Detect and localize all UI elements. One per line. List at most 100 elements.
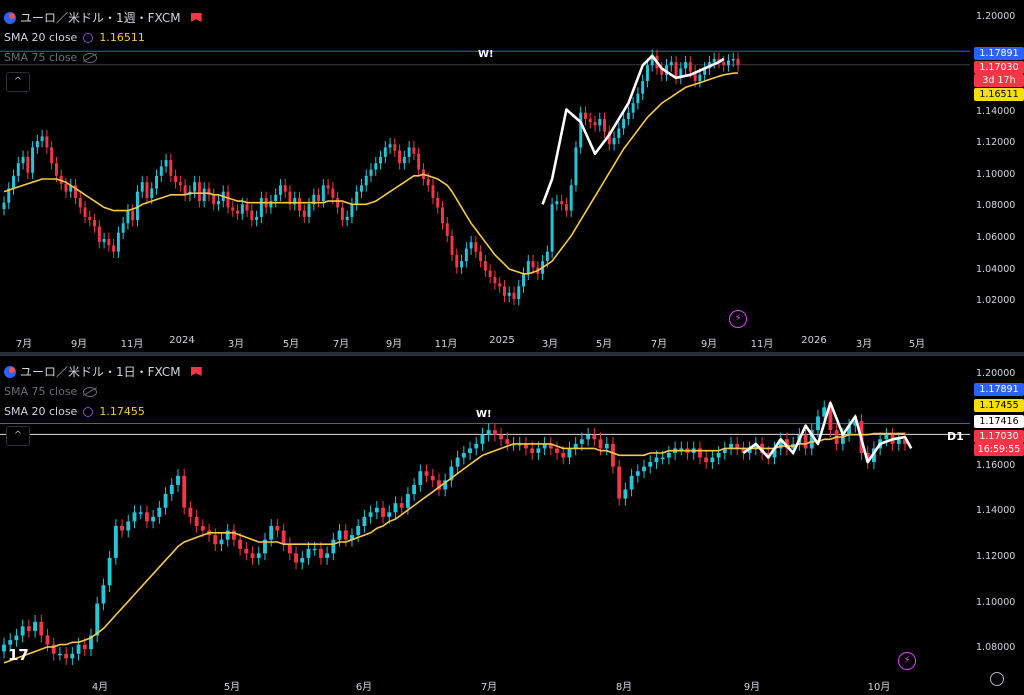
flag-marker-icon[interactable] xyxy=(190,13,202,22)
candle xyxy=(169,478,174,501)
candle xyxy=(278,179,282,202)
collapse-legend-button[interactable]: ^ xyxy=(6,72,30,92)
candle xyxy=(712,52,716,69)
candle xyxy=(592,427,597,447)
candle xyxy=(145,175,149,205)
candle xyxy=(635,464,640,483)
candle xyxy=(219,532,224,552)
candle xyxy=(155,169,158,195)
weekly-chart-canvas[interactable] xyxy=(0,0,1024,352)
candle xyxy=(54,156,58,183)
hidden-eye-icon[interactable] xyxy=(83,386,98,397)
candle xyxy=(555,194,559,211)
pattern-drawing[interactable] xyxy=(541,54,725,205)
candle xyxy=(399,496,404,515)
candle xyxy=(488,264,492,284)
symbol-source-icon xyxy=(83,32,94,43)
candle xyxy=(698,441,702,465)
time-axis-label: 10月 xyxy=(867,682,891,693)
time-axis-label: 11月 xyxy=(120,339,144,350)
candle xyxy=(89,628,93,657)
candle xyxy=(431,179,435,205)
candle xyxy=(51,637,56,661)
weekly-sma20-legend[interactable]: SMA 20 close 1.16511 xyxy=(4,31,145,44)
candle xyxy=(78,191,82,214)
candle xyxy=(393,137,397,157)
candle xyxy=(388,137,392,154)
tradingview-logo-icon[interactable]: 17 xyxy=(8,646,29,664)
collapse-legend-button[interactable]: ^ xyxy=(6,426,30,446)
candle xyxy=(604,437,609,456)
daily-symbol-title[interactable]: ユーロ／米ドル・1日・FXCM xyxy=(20,365,181,379)
time-axis-label: 5月 xyxy=(282,339,300,350)
candle xyxy=(474,235,478,258)
lightning-icon[interactable]: ⚡ xyxy=(898,652,916,670)
time-axis-label: 9月 xyxy=(743,682,761,693)
sma20-value: 1.17455 xyxy=(99,405,145,418)
candle xyxy=(564,197,568,217)
candle xyxy=(486,423,491,442)
pattern-drawing[interactable] xyxy=(742,401,913,464)
candle xyxy=(157,500,162,524)
weekly-marker: W! xyxy=(478,49,494,60)
candle xyxy=(569,179,573,217)
candle xyxy=(588,112,592,129)
candle xyxy=(417,147,421,176)
candle xyxy=(548,437,553,456)
candle xyxy=(245,197,249,217)
candle xyxy=(256,546,261,565)
time-axis-label: 2026 xyxy=(801,335,827,346)
daily-chart-pane[interactable]: ユーロ／米ドル・1日・FXCM SMA 75 close SMA 20 clos… xyxy=(0,356,1024,695)
candle xyxy=(710,450,715,469)
price-axis-label: 1.10000 xyxy=(976,168,1016,180)
candle xyxy=(679,441,684,456)
candle xyxy=(436,191,440,214)
candle xyxy=(345,210,349,227)
candle xyxy=(97,220,101,249)
weekly-symbol-title[interactable]: ユーロ／米ドル・1週・FXCM xyxy=(20,11,181,25)
price-axis-label: 1.14000 xyxy=(976,105,1016,117)
candle xyxy=(362,510,367,533)
flag-marker-icon[interactable] xyxy=(190,367,202,376)
candle xyxy=(816,409,820,438)
time-axis-label: 5月 xyxy=(223,682,241,693)
price-axis-label: 1.20000 xyxy=(976,368,1016,380)
weekly-sma75-legend[interactable]: SMA 75 close xyxy=(4,51,98,64)
daily-sma75-legend[interactable]: SMA 75 close xyxy=(4,385,98,398)
sma75-label: SMA 75 close xyxy=(4,385,78,398)
candle xyxy=(412,478,417,501)
candle xyxy=(164,153,168,173)
candle xyxy=(704,450,709,469)
daily-chart-canvas[interactable] xyxy=(0,356,1024,695)
candle xyxy=(483,254,487,277)
candle xyxy=(641,74,645,101)
candle xyxy=(847,418,852,442)
time-axis-label: 9月 xyxy=(385,339,403,350)
candle xyxy=(622,112,626,135)
candle xyxy=(207,182,211,202)
candle xyxy=(636,87,640,110)
candle xyxy=(522,267,525,293)
candle xyxy=(803,427,808,456)
daily-sma20-legend[interactable]: SMA 20 close 1.17455 xyxy=(4,405,145,418)
weekly-chart-pane[interactable]: ユーロ／米ドル・1週・FXCM SMA 20 close 1.16511 SMA… xyxy=(0,0,1024,352)
pane-divider[interactable] xyxy=(0,352,1024,356)
time-axis-label: 9月 xyxy=(70,339,88,350)
candle xyxy=(772,441,777,465)
daily-marker: W! xyxy=(476,409,492,420)
time-axis-label: 11月 xyxy=(434,339,458,350)
candle xyxy=(648,455,653,474)
daily-close-tag: 1.17416 xyxy=(974,415,1024,428)
settings-gear-icon[interactable] xyxy=(990,672,1004,686)
price-axis-label: 1.08000 xyxy=(976,642,1016,654)
time-axis-label: 2025 xyxy=(489,335,515,346)
candle xyxy=(263,532,267,561)
time-axis-label: 4月 xyxy=(91,682,109,693)
candle xyxy=(474,437,479,456)
hidden-eye-icon[interactable] xyxy=(83,52,98,63)
time-axis-label: 2024 xyxy=(169,335,195,346)
candle xyxy=(217,194,220,211)
candle xyxy=(88,210,92,227)
lightning-icon[interactable]: ⚡ xyxy=(729,310,747,328)
candle xyxy=(14,628,19,647)
